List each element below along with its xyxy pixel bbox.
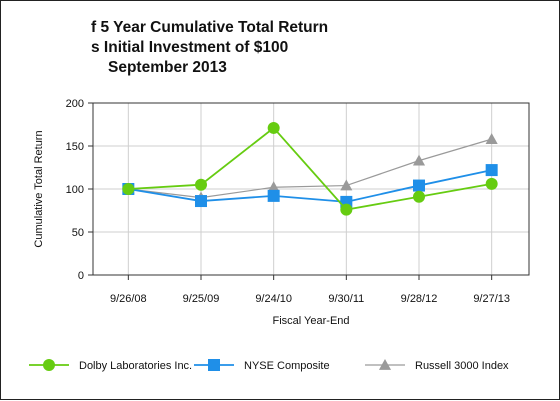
x-tick-label: 9/27/13: [473, 293, 510, 305]
point-marker: [267, 121, 280, 134]
point-marker: [195, 195, 207, 208]
legend-item-2: Russell 3000 Index: [365, 358, 509, 372]
point-marker: [413, 190, 425, 203]
legend-label: Russell 3000 Index: [415, 360, 509, 372]
chart-title-line-2: s Initial Investment of $100: [91, 39, 289, 56]
legend-label: NYSE Composite: [244, 360, 330, 372]
series-line: [128, 169, 492, 203]
point-marker: [122, 183, 135, 195]
x-tick-label: 9/28/12: [401, 293, 438, 305]
series-0: [122, 121, 498, 216]
y-tick-label: 150: [66, 141, 84, 153]
point-marker: [195, 178, 207, 191]
point-marker: [208, 359, 220, 371]
series-line: [128, 126, 492, 211]
point-marker: [485, 133, 498, 144]
x-axis-title: Fiscal Year-End: [272, 315, 349, 327]
chart-title-line-3: September 2013: [108, 59, 227, 76]
y-tick-label: 50: [72, 227, 84, 239]
point-marker: [340, 203, 353, 216]
point-marker: [378, 358, 392, 370]
point-marker: [340, 179, 353, 191]
x-tick-label: 9/24/10: [255, 293, 292, 305]
y-axis-title: Cumulative Total Return: [33, 130, 45, 247]
point-marker: [413, 179, 425, 192]
x-tick-label: 9/30/11: [328, 293, 364, 305]
point-marker: [267, 189, 280, 202]
y-tick-label: 0: [78, 270, 84, 282]
y-tick-label: 100: [66, 184, 84, 196]
legend-item-1: NYSE Composite: [194, 359, 330, 372]
x-tick-label: 9/25/09: [183, 293, 220, 305]
legend-label: Dolby Laboratories Inc.: [79, 360, 192, 372]
point-marker: [485, 164, 498, 177]
x-tick-label: 9/26/08: [110, 293, 147, 305]
point-marker: [267, 181, 280, 193]
point-marker: [43, 359, 55, 371]
x-axis-ticks: 9/26/08 9/25/09 9/24/10 9/30/11 9/28/12 9/27/…: [110, 275, 510, 305]
y-axis-ticks: 0 50 100 150 200: [66, 98, 93, 282]
series-line: [128, 138, 492, 199]
chart-title-line-1: f 5 Year Cumulative Total Return: [91, 19, 329, 36]
series-lines: [122, 121, 498, 216]
point-marker: [412, 154, 426, 166]
legend: Dolby Laboratories Inc. NYSE Composite Rus…: [29, 358, 509, 372]
y-tick-label: 200: [66, 98, 84, 110]
legend-item-0: Dolby Laboratories Inc.: [29, 359, 192, 372]
point-marker: [485, 177, 498, 190]
